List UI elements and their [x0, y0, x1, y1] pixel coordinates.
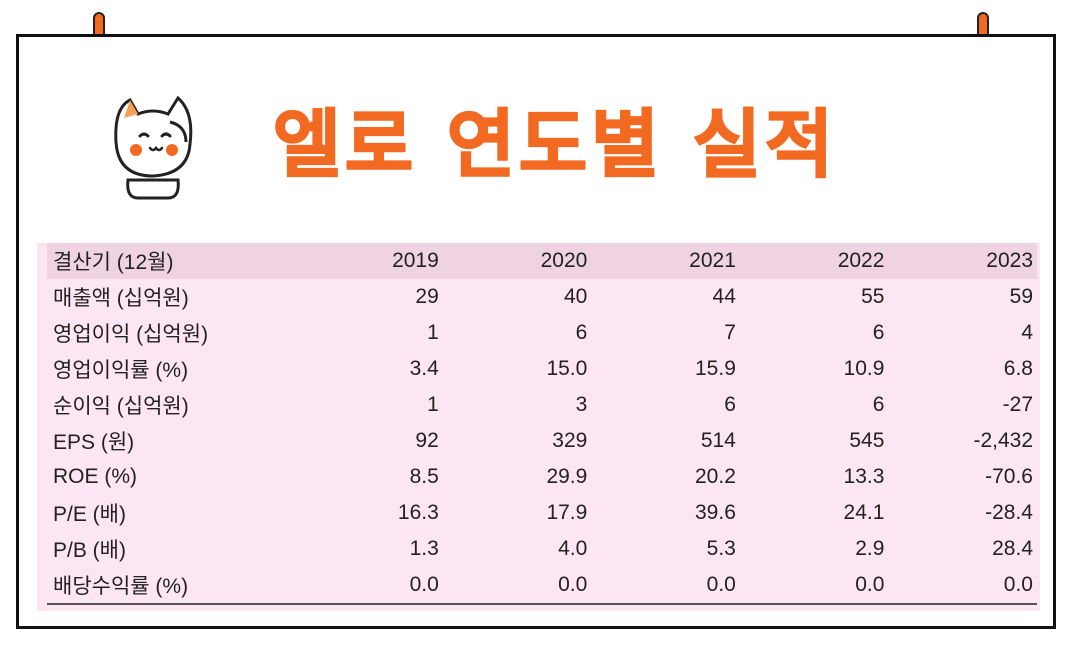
table-cell: 0.0 [591, 567, 740, 605]
table-row: 배당수익률 (%) 0.0 0.0 0.0 0.0 0.0 [47, 567, 1037, 605]
table-row: 순이익 (십억원) 1 3 6 6 -27 [47, 387, 1037, 423]
performance-table: 결산기 (12월) 2019 2020 2021 2022 2023 매출액 (… [37, 243, 1040, 611]
table-cell: 13.3 [843, 465, 885, 488]
row-label: EPS (원) [53, 431, 135, 454]
column-header: 2023 [986, 249, 1033, 272]
cat-mascot-icon [108, 92, 198, 202]
table-cell: 10.9 [843, 357, 885, 380]
table-cell: 24.1 [843, 501, 885, 524]
page-title: 엘로 연도별 실적 [272, 101, 838, 189]
row-label: 영업이익 (십억원) [53, 323, 209, 346]
table-cell: 44 [712, 285, 736, 308]
table-cell: 15.9 [695, 357, 736, 380]
table-cell: -2,432 [973, 429, 1033, 452]
table-header-row: 결산기 (12월) 2019 2020 2021 2022 2023 [47, 243, 1037, 279]
table-cell: 55 [861, 285, 885, 308]
table-cell: 29 [415, 285, 439, 308]
table-cell: 3 [575, 393, 588, 416]
table-cell: 4 [1021, 321, 1033, 344]
table-cell: 7 [724, 321, 736, 344]
table-cell: 0.0 [294, 567, 443, 605]
column-header: 2022 [837, 249, 885, 272]
table-cell: 6 [872, 321, 885, 344]
column-header: 2019 [392, 249, 439, 272]
row-label: 배당수익률 (%) [47, 567, 295, 605]
column-header: 2020 [540, 249, 588, 272]
table-cell: 545 [849, 429, 885, 452]
table-cell: 40 [563, 285, 588, 308]
table-cell: 0.0 [739, 567, 889, 605]
table-cell: 2.9 [855, 537, 885, 560]
table-cell: 3.4 [409, 357, 439, 380]
table-row: P/E (배) 16.3 17.9 39.6 24.1 -28.4 [47, 495, 1037, 531]
data-table: 결산기 (12월) 2019 2020 2021 2022 2023 매출액 (… [47, 243, 1037, 605]
row-label: P/B (배) [53, 539, 126, 562]
row-label: ROE (%) [53, 465, 137, 488]
table-cell: 1.3 [409, 537, 439, 560]
table-row: EPS (원) 92 329 514 545 -2,432 [47, 423, 1037, 459]
table-cell: 1 [427, 393, 439, 416]
table-cell: 329 [552, 429, 588, 452]
table-cell: 59 [1009, 285, 1033, 308]
table-cell: 20.2 [695, 465, 736, 488]
table-row: 영업이익 (십억원) 1 6 7 6 4 [47, 315, 1037, 351]
table-cell: 17.9 [546, 501, 588, 524]
row-label: 순이익 (십억원) [53, 395, 189, 418]
table-cell: 39.6 [695, 501, 736, 524]
table-row: ROE (%) 8.5 29.9 20.2 13.3 -70.6 [47, 459, 1037, 495]
table-cell: 15.0 [546, 357, 588, 380]
table-cell: 0.0 [442, 567, 592, 605]
table-cell: 6 [872, 393, 885, 416]
table-row: 매출액 (십억원) 29 40 44 55 59 [47, 279, 1037, 315]
table-cell: 8.5 [409, 465, 439, 488]
table-cell: 0.0 [888, 567, 1037, 605]
table-cell: -70.6 [985, 465, 1033, 488]
column-header: 2021 [689, 249, 736, 272]
table-cell: -28.4 [985, 501, 1033, 524]
table-cell: 6 [724, 393, 736, 416]
table-cell: 29.9 [546, 465, 588, 488]
row-label: 영업이익률 (%) [53, 359, 189, 382]
table-row: 영업이익률 (%) 3.4 15.0 15.9 10.9 6.8 [47, 351, 1037, 387]
table-cell: 6 [575, 321, 588, 344]
table-cell: 5.3 [706, 537, 736, 560]
table-cell: 514 [700, 429, 736, 452]
row-label: P/E (배) [53, 503, 126, 526]
table-cell: 92 [415, 429, 439, 452]
column-header: 결산기 (12월) [53, 251, 174, 274]
table-cell: 16.3 [397, 501, 439, 524]
table-cell: 1 [427, 321, 439, 344]
table-cell: 6.8 [1003, 357, 1033, 380]
table-row: P/B (배) 1.3 4.0 5.3 2.9 28.4 [47, 531, 1037, 567]
table-cell: 28.4 [992, 537, 1033, 560]
table-cell: 4.0 [558, 537, 588, 560]
table-cell: -27 [1002, 393, 1033, 416]
row-label: 매출액 (십억원) [53, 287, 189, 310]
